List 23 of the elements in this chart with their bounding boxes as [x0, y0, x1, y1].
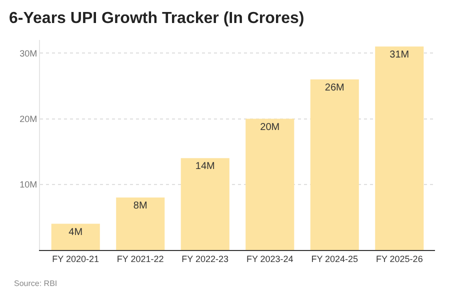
y-tick-label: 10M — [20, 180, 38, 190]
x-tick-label: FY 2020-21 — [52, 254, 100, 264]
y-tick-label: 30M — [20, 48, 38, 58]
x-tick-label: FY 2021-22 — [116, 254, 164, 264]
data-label: 20M — [260, 122, 280, 133]
bar — [116, 198, 165, 250]
x-tick-label: FY 2022-23 — [182, 254, 229, 264]
bar — [375, 46, 424, 250]
source-note: Source: RBI — [14, 279, 58, 288]
data-label: 4M — [68, 226, 83, 238]
bar — [180, 158, 230, 250]
bar — [51, 224, 100, 250]
x-tick-label: FY 2023-24 — [246, 254, 294, 264]
data-label: 31M — [390, 50, 410, 61]
bar — [246, 118, 294, 250]
data-label: 14M — [195, 161, 215, 172]
data-label: 26M — [324, 82, 344, 94]
chart-title: 6-Years UPI Growth Tracker (In Crores) — [9, 10, 304, 28]
x-tick-label: FY 2025-26 — [376, 254, 423, 264]
x-tick-label: FY 2024-25 — [311, 254, 358, 264]
bar — [310, 79, 359, 250]
y-tick-label: 20M — [20, 114, 38, 124]
data-label: 8M — [133, 200, 148, 212]
